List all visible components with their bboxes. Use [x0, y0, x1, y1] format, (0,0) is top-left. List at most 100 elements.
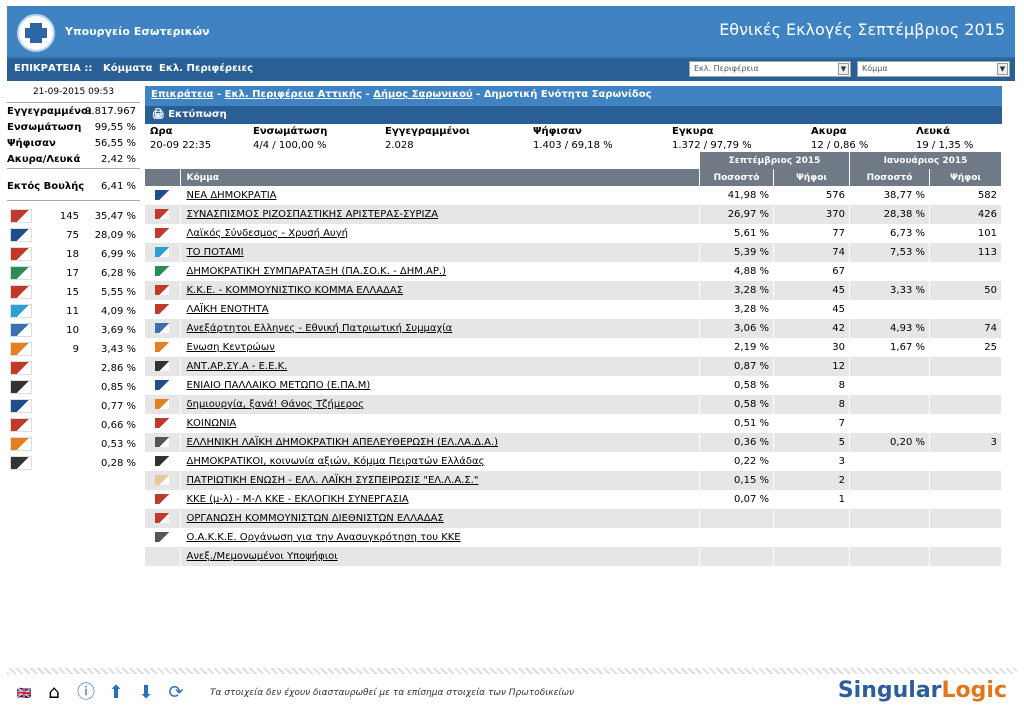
seat-row[interactable]: 9 3,43 %	[7, 340, 140, 359]
seat-row[interactable]: 0,66 %	[7, 416, 140, 435]
party-name-link[interactable]: ΕΛΛΗΝΙΚΗ ΛΑΪΚΗ ΔΗΜΟΚΡΑΤΙΚΗ ΑΠΕΛΕΥΘΕΡΩΣΗ …	[180, 433, 700, 452]
table-row[interactable]: ΚΚΕ (μ-λ) - Μ-Λ ΚΚΕ - ΕΚΛΟΓΙΚΗ ΣΥΝΕΡΓΑΣΙ…	[145, 490, 1002, 509]
party-name-link[interactable]: ΝΕΑ ΔΗΜΟΚΡΑΤΙΑ	[180, 186, 700, 205]
uk-flag-icon[interactable]: 🇬🇧	[16, 686, 32, 700]
table-row[interactable]: Λαϊκός Σύνδεσμος - Χρυσή Αυγή 5,61 % 77 …	[145, 224, 1002, 243]
seat-row[interactable]: 0,53 %	[7, 435, 140, 454]
seat-pct: 0,53 %	[101, 439, 136, 450]
table-row[interactable]: ΕΝΙΑΙΟ ΠΑΛΛΑΙΚΟ ΜΕΤΩΠΟ (Ε.ΠΑ.Μ) 0,58 % 8	[145, 376, 1002, 395]
nav-regions-link[interactable]: Εκλ. Περιφέρειες	[159, 63, 254, 74]
seat-row[interactable]: 0,77 %	[7, 397, 140, 416]
party-name-link[interactable]: ΟΡΓΑΝΩΣΗ ΚΟΜΜΟΥΝΙΣΤΩΝ ΔΙΕΘΝΙΣΤΩΝ ΕΛΛΑΔΑΣ	[180, 509, 700, 528]
seat-pct: 0,66 %	[101, 420, 136, 431]
jan-pct-cell	[849, 490, 930, 509]
party-name-link[interactable]: Λαϊκός Σύνδεσμος - Χρυσή Αυγή	[180, 224, 700, 243]
pct-cell	[699, 528, 774, 547]
party-logo-cell	[145, 262, 181, 281]
party-name-link[interactable]: ΔΗΜΟΚΡΑΤΙΚΗ ΣΥΜΠΑΡΑΤΑΞΗ (ΠΑ.ΣΟ.Κ. - ΔΗΜ.…	[180, 262, 700, 281]
party-name-link[interactable]: ΣΥΝΑΣΠΙΣΜΟΣ ΡΙΖΟΣΠΑΣΤΙΚΗΣ ΑΡΙΣΤΕΡΑΣ-ΣΥΡΙ…	[180, 205, 700, 224]
arrow-down-icon[interactable]: ⬇	[138, 682, 154, 703]
party-name-link[interactable]: ΔΗΜΟΚΡΑΤΙΚΟΙ, κοινωνία αξιών, Κόμμα Πειρ…	[180, 452, 700, 471]
jan-pct-cell: 4,93 %	[849, 319, 930, 338]
party-logo-cell	[145, 490, 181, 509]
seat-row[interactable]: 2,86 %	[7, 359, 140, 378]
party-name-link[interactable]: Ανεξ./Μεμονωμένοι Υποψήφιοι	[180, 547, 700, 566]
party-name-link[interactable]: ΛΑΪΚΗ ΕΝΟΤΗΤΑ	[180, 300, 700, 319]
ministry-name: Υπουργείο Εσωτερικών	[65, 25, 210, 38]
party-name-link[interactable]: ΚΟΙΝΩΝΙΑ	[180, 414, 700, 433]
stat-row: Ακυρα/Λευκά 2,42 %	[7, 151, 140, 167]
party-logo-icon	[155, 437, 170, 447]
jan-votes-cell: 25	[929, 338, 1002, 357]
table-row[interactable]: ΑΝΤ.ΑΡ.ΣΥ.Α - Ε.Ε.Κ. 0,87 % 12	[145, 357, 1002, 376]
seat-row[interactable]: 10 3,69 %	[7, 321, 140, 340]
table-row[interactable]: ΚΟΙΝΩΝΙΑ 0,51 % 7	[145, 414, 1002, 433]
seat-row[interactable]: 11 4,09 %	[7, 302, 140, 321]
party-name-link[interactable]: ΕΝΙΑΙΟ ΠΑΛΛΑΙΚΟ ΜΕΤΩΠΟ (Ε.ΠΑ.Μ)	[180, 376, 700, 395]
party-name-link[interactable]: ΑΝΤ.ΑΡ.ΣΥ.Α - Ε.Ε.Κ.	[180, 357, 700, 376]
seat-row[interactable]: 145 35,47 %	[7, 207, 140, 226]
table-row[interactable]: ΝΕΑ ΔΗΜΟΚΡΑΤΙΑ 41,98 % 576 38,77 % 582	[145, 186, 1002, 205]
table-row[interactable]: Ανεξάρτητοι Ελληνες - Εθνική Πατριωτική …	[145, 319, 1002, 338]
nav-area-label[interactable]: ΕΠΙΚΡΑΤΕΙΑ ::	[14, 63, 93, 74]
summary-value: 1.403 / 69,18 %	[533, 140, 613, 151]
info-icon[interactable]: ⓘ	[77, 682, 95, 703]
stat-value: 9.817.967	[85, 106, 136, 117]
votes-cell: 576	[773, 186, 850, 205]
party-logo-icon	[155, 285, 170, 295]
pct-cell: 3,28 %	[699, 300, 774, 319]
seat-row[interactable]: 18 6,99 %	[7, 245, 140, 264]
table-row[interactable]: Ενωση Κεντρώων 2,19 % 30 1,67 % 25	[145, 338, 1002, 357]
party-name-link[interactable]: δημιουργία, ξανά! Θάνος Τζήμερος	[180, 395, 700, 414]
party-select[interactable]: Κόμμα ▼	[857, 61, 1010, 77]
table-row[interactable]: ΟΡΓΑΝΩΣΗ ΚΟΜΜΟΥΝΙΣΤΩΝ ΔΙΕΘΝΙΣΤΩΝ ΕΛΛΑΔΑΣ	[145, 509, 1002, 528]
votes-cell: 45	[773, 281, 850, 300]
table-row[interactable]: Κ.Κ.Ε. - ΚΟΜΜΟΥΝΙΣΤΙΚΟ ΚΟΜΜΑ ΕΛΛΑΔΑΣ 3,2…	[145, 281, 1002, 300]
seat-row[interactable]: 15 5,55 %	[7, 283, 140, 302]
jan-pct-cell: 3,33 %	[849, 281, 930, 300]
party-logo-cell	[145, 319, 181, 338]
print-bar[interactable]: 🖨 Εκτύπωση	[145, 106, 1002, 124]
party-logo-cell	[145, 452, 181, 471]
seat-row[interactable]: 0,28 %	[7, 454, 140, 473]
party-name-link[interactable]: Ο.Α.Κ.Κ.Ε. Οργάνωση για την Ανασυγκρότησ…	[180, 528, 700, 547]
nav-parties-link[interactable]: Κόμματα	[103, 63, 153, 74]
ministry-emblem-icon[interactable]	[17, 14, 55, 52]
region-select[interactable]: Εκλ. Περιφέρεια ▼	[689, 61, 851, 77]
party-name-link[interactable]: ΤΟ ΠΟΤΑΜΙ	[180, 243, 700, 262]
jan-pct-cell: 1,67 %	[849, 338, 930, 357]
votes-cell: 8	[773, 376, 850, 395]
table-row[interactable]: ΔΗΜΟΚΡΑΤΙΚΗ ΣΥΜΠΑΡΑΤΑΞΗ (ΠΑ.ΣΟ.Κ. - ΔΗΜ.…	[145, 262, 1002, 281]
party-name-link[interactable]: Κ.Κ.Ε. - ΚΟΜΜΟΥΝΙΣΤΙΚΟ ΚΟΜΜΑ ΕΛΛΑΔΑΣ	[180, 281, 700, 300]
table-row[interactable]: ΛΑΪΚΗ ΕΝΟΤΗΤΑ 3,28 % 45	[145, 300, 1002, 319]
pct-cell: 2,19 %	[699, 338, 774, 357]
party-logo-cell	[145, 547, 181, 566]
table-row[interactable]: ΔΗΜΟΚΡΑΤΙΚΟΙ, κοινωνία αξιών, Κόμμα Πειρ…	[145, 452, 1002, 471]
table-row[interactable]: Ανεξ./Μεμονωμένοι Υποψήφιοι	[145, 547, 1002, 566]
home-icon[interactable]: ⌂	[48, 682, 60, 703]
party-name-link[interactable]: ΚΚΕ (μ-λ) - Μ-Λ ΚΚΕ - ΕΚΛΟΓΙΚΗ ΣΥΝΕΡΓΑΣΙ…	[180, 490, 700, 509]
arrow-up-icon[interactable]: ⬆	[108, 682, 124, 703]
party-logo-icon	[155, 399, 170, 409]
seat-row[interactable]: 17 6,28 %	[7, 264, 140, 283]
table-row[interactable]: ΤΟ ΠΟΤΑΜΙ 5,39 % 74 7,53 % 113	[145, 243, 1002, 262]
votes-cell: 2	[773, 471, 850, 490]
party-name-link[interactable]: Ανεξάρτητοι Ελληνες - Εθνική Πατριωτική …	[180, 319, 700, 338]
seat-count: 75	[66, 230, 79, 241]
seat-row[interactable]: 75 28,09 %	[7, 226, 140, 245]
breadcrumb-region[interactable]: Εκλ. Περιφέρεια Αττικής	[224, 89, 363, 100]
party-name-link[interactable]: ΠΑΤΡΙΩΤΙΚΗ ΕΝΩΣΗ - ΕΛΛ. ΛΑΪΚΗ ΣΥΣΠΕΙΡΩΣΙ…	[180, 471, 700, 490]
table-row[interactable]: ΕΛΛΗΝΙΚΗ ΛΑΪΚΗ ΔΗΜΟΚΡΑΤΙΚΗ ΑΠΕΛΕΥΘΕΡΩΣΗ …	[145, 433, 1002, 452]
koinonia-logo	[10, 418, 32, 432]
refresh-icon[interactable]: ⟳	[168, 682, 184, 703]
party-name-link[interactable]: Ενωση Κεντρώων	[180, 338, 700, 357]
table-row[interactable]: ΣΥΝΑΣΠΙΣΜΟΣ ΡΙΖΟΣΠΑΣΤΙΚΗΣ ΑΡΙΣΤΕΡΑΣ-ΣΥΡΙ…	[145, 205, 1002, 224]
table-row[interactable]: δημιουργία, ξανά! Θάνος Τζήμερος 0,58 % …	[145, 395, 1002, 414]
seat-row[interactable]: 0,85 %	[7, 378, 140, 397]
table-row[interactable]: Ο.Α.Κ.Κ.Ε. Οργάνωση για την Ανασυγκρότησ…	[145, 528, 1002, 547]
jan-pct-cell: 28,38 %	[849, 205, 930, 224]
table-row[interactable]: ΠΑΤΡΙΩΤΙΚΗ ΕΝΩΣΗ - ΕΛΛ. ΛΑΪΚΗ ΣΥΣΠΕΙΡΩΣΙ…	[145, 471, 1002, 490]
breadcrumb-municipality[interactable]: Δήμος Σαρωνικού	[373, 89, 473, 100]
breadcrumb-state[interactable]: Επικράτεια	[151, 89, 214, 100]
pct-cell: 0,58 %	[699, 376, 774, 395]
